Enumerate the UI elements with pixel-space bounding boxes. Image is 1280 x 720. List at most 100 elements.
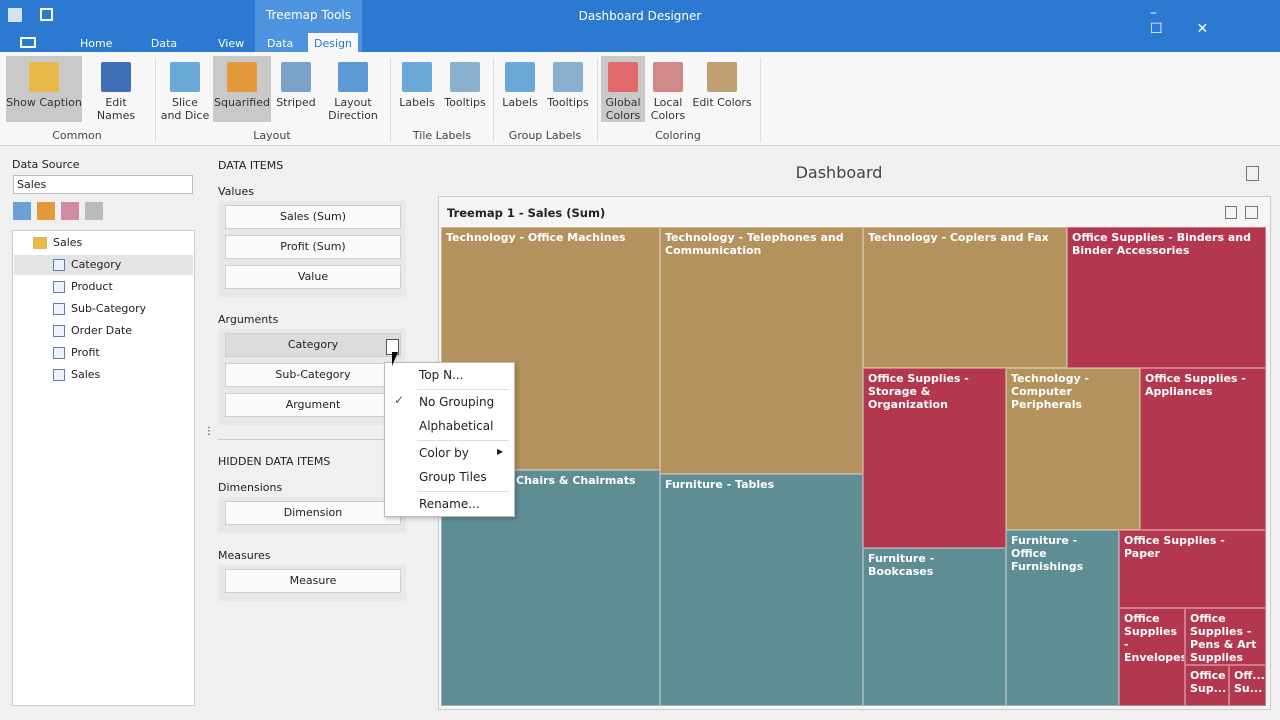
data-item[interactable]: Sub-Category [225, 363, 401, 387]
data-source-select[interactable]: Sales [13, 175, 193, 194]
window-controls[interactable]: –☐✕ [1150, 5, 1243, 37]
data-item[interactable]: Argument [225, 393, 401, 417]
ribbon-button[interactable]: Slice and Dice [160, 56, 210, 122]
treemap-tile[interactable]: Office Supplies - Binders and Binder Acc… [1067, 227, 1266, 368]
treemap-tile[interactable]: Off... Su... [1229, 665, 1266, 706]
treemap-tile[interactable]: Furniture - Bookcases [863, 548, 1006, 706]
ribbon-button[interactable]: Edit Names [86, 56, 146, 122]
separator [218, 439, 406, 440]
ribbon-group-label: Common [52, 129, 102, 142]
ribbon-button[interactable]: Labels [397, 56, 437, 122]
button-icon [402, 62, 432, 92]
ribbon-button[interactable]: Global Colors [601, 56, 645, 122]
ribbon-tab[interactable]: Design [314, 37, 352, 50]
treemap-tile[interactable]: Furniture - Office Furnishings [1006, 530, 1119, 706]
treemap-tile[interactable]: Office Supplies - Pens & Art Supplies [1185, 608, 1266, 665]
ribbon-tab[interactable]: Data [267, 37, 294, 50]
button-icon [227, 62, 257, 92]
tree-root[interactable]: Sales [53, 236, 83, 249]
data-item[interactable]: Category [225, 333, 401, 357]
field-icon [53, 281, 65, 293]
context-tab: Treemap Tools [265, 8, 352, 22]
field-icon [53, 303, 65, 315]
section-title: DATA ITEMS [218, 159, 284, 172]
splitter[interactable]: ⋮ [204, 426, 214, 437]
data-item[interactable]: Value [225, 265, 401, 289]
button-label: Layout Direction [328, 96, 378, 122]
section-title: HIDDEN DATA ITEMS [218, 455, 331, 468]
button-icon [29, 62, 59, 92]
treemap-tile[interactable]: Office Supplies - Paper [1119, 530, 1266, 608]
treemap-tile[interactable]: Furniture - Tables [660, 474, 863, 706]
ribbon-button[interactable]: Labels [500, 56, 540, 122]
menu-item[interactable]: Group Tiles [419, 470, 487, 484]
field-toolbar[interactable] [13, 202, 113, 224]
ribbon-tab[interactable]: Home [80, 37, 113, 50]
group-separator [760, 58, 761, 142]
ribbon-button[interactable]: Edit Colors [692, 56, 752, 122]
ribbon-button[interactable]: Tooltips [545, 56, 591, 122]
file-menu[interactable] [20, 37, 36, 48]
treemap-tile[interactable]: Technology - Telephones and Communicatio… [660, 227, 863, 474]
treemap-tile[interactable]: Office Supplies - Envelopes [1119, 608, 1185, 706]
menu-item[interactable]: Rename... [419, 497, 480, 511]
button-label: Edit Names [96, 96, 136, 122]
button-label: Striped [276, 96, 316, 109]
field[interactable]: Sales [71, 368, 101, 381]
field[interactable]: Profit [71, 346, 100, 359]
data-item[interactable]: Dimension [225, 501, 401, 525]
field[interactable]: Order Date [71, 324, 133, 337]
button-label: Show Caption [6, 96, 82, 109]
section-label: Dimensions [218, 481, 283, 494]
treemap-tile[interactable]: Office Supplies - Appliances [1140, 368, 1266, 530]
group-separator [597, 58, 598, 142]
dashboard-export[interactable] [1246, 166, 1259, 181]
treemap-tile[interactable]: Office Supplies - Storage & Organization [863, 368, 1006, 548]
save-button[interactable] [40, 8, 53, 21]
ribbon-button[interactable]: Show Caption [6, 56, 82, 122]
button-label: Tooltips [547, 96, 589, 109]
data-item[interactable]: Profit (Sum) [225, 235, 401, 259]
button-label: Slice and Dice [160, 96, 210, 122]
item-clear[interactable] [1245, 206, 1258, 219]
treemap-tile[interactable]: Technology - Computer Peripherals [1006, 368, 1140, 530]
treemap-tile[interactable]: Office Sup... [1185, 665, 1229, 706]
title-bar: Treemap Tools Dashboard Designer –☐✕ Hom… [0, 0, 1280, 63]
ribbon-tab[interactable]: View [218, 37, 245, 50]
ribbon-button[interactable]: Squarified [213, 56, 271, 122]
button-icon [281, 62, 311, 92]
button-icon [505, 62, 535, 92]
data-source-label: Data Source [12, 158, 80, 171]
submenu-arrow: ▶ [497, 447, 504, 456]
ribbon-group-label: Group Labels [508, 129, 582, 142]
group-separator [155, 58, 156, 142]
field[interactable]: Sub-Category [71, 302, 147, 315]
menu-item[interactable]: Color by [419, 446, 469, 460]
active-tab-bg [308, 33, 358, 52]
data-items-panel: DATA ITEMS Values Sales (Sum) Profit (Sum) V… [210, 146, 430, 720]
ribbon-button[interactable]: Tooltips [442, 56, 488, 122]
menu-item[interactable]: Top N... [419, 368, 464, 382]
button-icon [450, 62, 480, 92]
field[interactable]: Product [71, 280, 113, 293]
treemap-tile[interactable]: Technology - Copiers and Fax [863, 227, 1067, 368]
ribbon-button[interactable]: Local Colors [646, 56, 690, 122]
item-caption: Treemap 1 - Sales (Sum) [447, 206, 606, 220]
data-item[interactable]: Measure [225, 569, 401, 593]
menu-separator [417, 389, 509, 390]
mouse-cursor [392, 352, 398, 366]
ribbon-button[interactable]: Striped [272, 56, 320, 122]
button-label: Global Colors [605, 96, 641, 122]
data-item[interactable]: Sales (Sum) [225, 205, 401, 229]
app-icon [8, 8, 22, 22]
button-icon [101, 62, 131, 92]
field[interactable]: Category [71, 258, 122, 271]
ribbon-group-label: Coloring [655, 129, 701, 142]
item-export[interactable] [1225, 206, 1237, 219]
ribbon-button[interactable]: Layout Direction [323, 56, 383, 122]
button-label: Squarified [214, 96, 270, 109]
menu-item[interactable]: No Grouping [419, 395, 495, 409]
root-icon [33, 237, 47, 249]
menu-item[interactable]: Alphabetical [419, 419, 494, 433]
menu-separator [417, 440, 509, 441]
